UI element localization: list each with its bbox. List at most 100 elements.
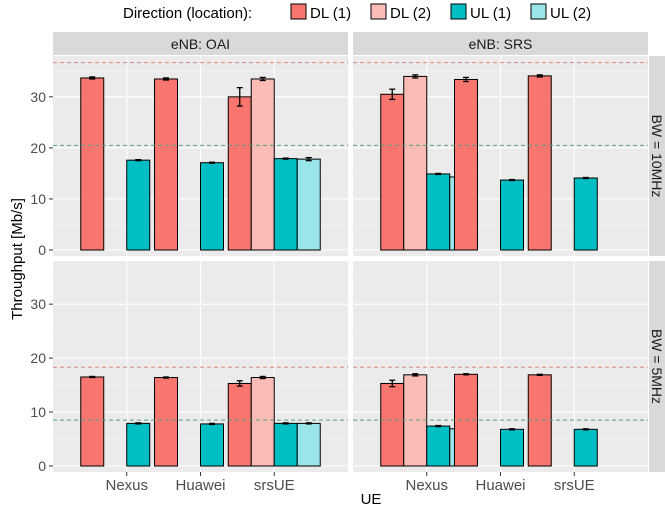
error-bar bbox=[163, 376, 169, 379]
error-bar bbox=[509, 178, 515, 182]
legend-entry-ul-2: UL (2) bbox=[530, 3, 591, 22]
bar-nexus-dl-1 bbox=[80, 376, 105, 467]
error-bar bbox=[435, 172, 442, 176]
legend-label: UL (2) bbox=[550, 5, 591, 22]
legend-entry-ul-1: UL (1) bbox=[450, 3, 511, 22]
y-tick-label: 0 bbox=[38, 242, 46, 258]
bar-srsue-dl-1 bbox=[227, 382, 252, 467]
error-bar bbox=[89, 76, 96, 80]
y-tick-label: 20 bbox=[30, 140, 46, 156]
column-strip bbox=[353, 32, 648, 55]
bar-huawei-ul-1 bbox=[500, 428, 524, 467]
x-tick-label: srsUE bbox=[554, 477, 595, 494]
error-bar bbox=[536, 373, 543, 377]
error-bar bbox=[282, 157, 289, 160]
error-bar bbox=[582, 176, 589, 180]
row-strip bbox=[649, 261, 665, 472]
error-bar bbox=[236, 87, 243, 107]
y-tick-label: 30 bbox=[30, 89, 46, 105]
x-tick-label: srsUE bbox=[254, 477, 295, 494]
error-bar bbox=[209, 422, 215, 426]
column-strip-label: eNB: OAI bbox=[171, 36, 230, 52]
bar-huawei-dl-1 bbox=[154, 377, 178, 467]
y-tick-label: 10 bbox=[30, 404, 46, 420]
error-bar bbox=[163, 77, 169, 81]
bar-huawei-ul-1 bbox=[200, 423, 224, 467]
error-bar bbox=[412, 74, 419, 79]
error-bar bbox=[236, 380, 243, 387]
row-strip-label: BW = 5MHz bbox=[649, 329, 665, 404]
panel-enb-oai-bw-10mhz bbox=[53, 56, 348, 256]
x-axis-title: UE bbox=[361, 491, 382, 508]
y-tick-label: 0 bbox=[38, 458, 46, 474]
row-strip-label: BW = 10MHz bbox=[649, 115, 665, 198]
error-bar bbox=[536, 74, 543, 78]
legend-swatch bbox=[450, 3, 467, 20]
error-bar bbox=[282, 422, 289, 425]
bar-srsue-ul-1 bbox=[273, 422, 298, 467]
error-bar bbox=[509, 428, 515, 431]
legend-entry-dl-1: DL (1) bbox=[290, 3, 351, 22]
bar-huawei-ul-1 bbox=[200, 162, 224, 251]
bar-huawei-ul-1 bbox=[500, 179, 524, 251]
x-tick-label: Nexus bbox=[405, 477, 448, 494]
legend-label: DL (1) bbox=[310, 5, 351, 22]
error-bar bbox=[305, 156, 312, 162]
bar-srsue-ul-1 bbox=[573, 177, 598, 251]
panel-enb-oai-bw-5mhz bbox=[53, 261, 348, 472]
y-axis-title: Throughput [Mb/s] bbox=[9, 198, 26, 320]
row-strip bbox=[649, 56, 665, 256]
y-tick-label: 10 bbox=[30, 191, 46, 207]
error-bar bbox=[209, 161, 215, 164]
legend-swatch bbox=[530, 3, 547, 20]
panels: eNB: OAI eNB: SRS BW = 10MHz BW = 5MHz 0 10 20… bbox=[30, 32, 665, 494]
legend-title: Direction (location): bbox=[123, 5, 252, 22]
panel-enb-srs-bw-10mhz bbox=[353, 56, 648, 256]
bar-huawei-dl-1 bbox=[154, 78, 178, 251]
bar-srsue-ul-1 bbox=[273, 158, 298, 251]
bar-nexus-dl-1 bbox=[380, 382, 405, 467]
bar-nexus-ul-1 bbox=[126, 422, 151, 467]
error-bar bbox=[389, 379, 396, 388]
legend-label: DL (2) bbox=[390, 5, 431, 22]
bar-nexus-ul-1 bbox=[426, 173, 451, 251]
error-bar bbox=[259, 375, 266, 380]
error-bar bbox=[89, 375, 96, 379]
x-tick-label: Nexus bbox=[105, 477, 148, 494]
bar-nexus-dl-1 bbox=[80, 77, 105, 251]
bar-nexus-ul-1 bbox=[426, 425, 451, 467]
error-bar bbox=[305, 422, 312, 425]
x-tick-label: Huawei bbox=[175, 477, 225, 494]
legend-label: UL (1) bbox=[470, 5, 511, 22]
bar-srsue-dl-2 bbox=[250, 377, 275, 467]
legend: Direction (location): DL (1) DL (2) UL (1)… bbox=[123, 3, 591, 22]
error-bar bbox=[463, 76, 469, 83]
legend-entry-dl-2: DL (2) bbox=[370, 3, 431, 22]
bar-srsue-dl-2 bbox=[250, 78, 275, 251]
column-strip bbox=[53, 32, 348, 55]
bar-srsue-dl-1 bbox=[527, 75, 552, 251]
error-bar bbox=[135, 422, 142, 425]
y-tick-label: 20 bbox=[30, 350, 46, 366]
error-bar bbox=[135, 158, 142, 162]
error-bar bbox=[389, 88, 396, 101]
bar-srsue-ul-2 bbox=[296, 422, 321, 467]
column-strip-label: eNB: SRS bbox=[469, 36, 533, 52]
panel-enb-srs-bw-5mhz bbox=[353, 261, 648, 472]
y-tick-label: 30 bbox=[30, 296, 46, 312]
bar-nexus-dl-2 bbox=[403, 75, 428, 251]
bar-srsue-ul-2 bbox=[296, 158, 321, 251]
error-bar bbox=[463, 373, 469, 376]
bar-huawei-dl-1 bbox=[454, 78, 478, 251]
legend-swatch bbox=[370, 3, 387, 20]
error-bar bbox=[582, 428, 589, 431]
x-tick-label: Huawei bbox=[475, 477, 525, 494]
legend-swatch bbox=[290, 3, 307, 20]
bar-nexus-ul-1 bbox=[126, 159, 151, 251]
bar-srsue-ul-1 bbox=[573, 428, 598, 467]
bar-nexus-dl-1 bbox=[380, 93, 405, 251]
error-bar bbox=[259, 76, 266, 82]
error-bar bbox=[412, 373, 419, 377]
error-bar bbox=[435, 424, 442, 428]
